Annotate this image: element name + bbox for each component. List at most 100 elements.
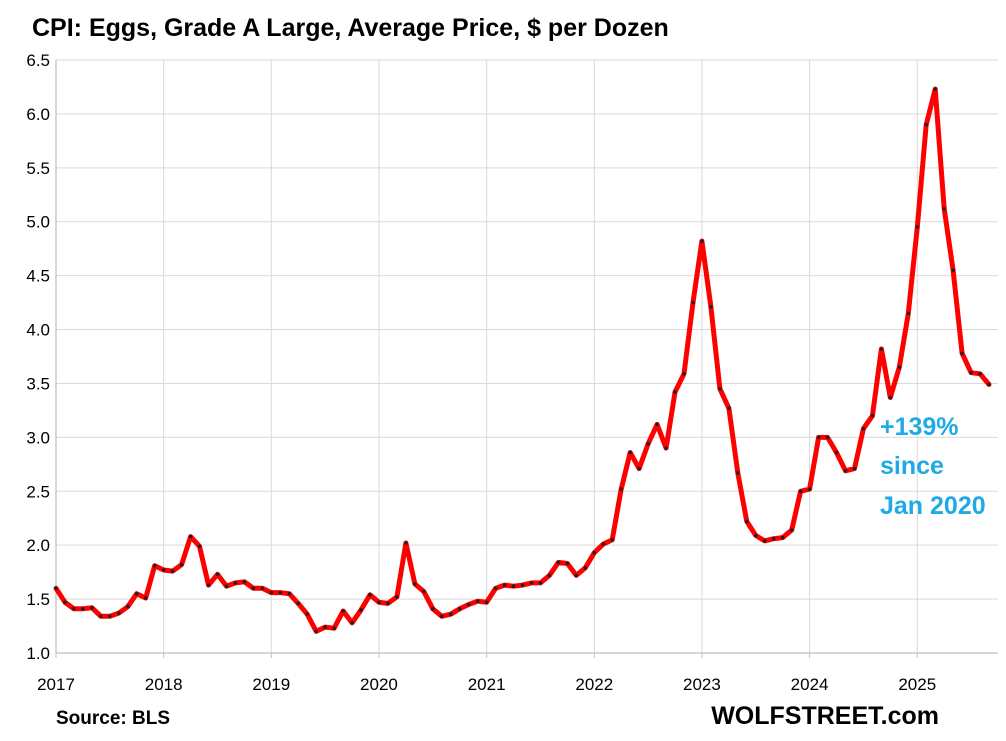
- y-tick-label: 6.0: [26, 105, 50, 124]
- annotation-since: since: [880, 452, 944, 480]
- x-tick-label: 2023: [683, 675, 721, 694]
- data-point: [906, 311, 911, 316]
- data-point: [242, 580, 247, 584]
- data-point: [90, 605, 94, 610]
- data-point: [269, 590, 274, 595]
- data-point: [969, 370, 973, 375]
- data-point: [440, 614, 444, 619]
- data-point: [754, 533, 758, 538]
- data-point: [350, 621, 354, 625]
- data-point: [852, 466, 857, 471]
- y-axis-ticks: 1.0 1.5 2.0 2.5 3.0 3.5 4.0 4.5 5.0 5.5 6.0 6.5: [26, 51, 50, 663]
- data-point: [933, 87, 937, 91]
- y-tick-label: 6.5: [26, 51, 50, 70]
- y-tick-label: 5.0: [26, 213, 50, 232]
- x-tick-label: 2024: [791, 675, 829, 694]
- price-series-markers: [54, 87, 991, 634]
- brand-label: WOLFSTREET.com: [711, 702, 939, 730]
- data-point: [251, 586, 256, 591]
- data-point: [457, 607, 462, 611]
- data-point: [134, 591, 139, 596]
- data-point: [745, 519, 749, 524]
- data-point: [197, 544, 202, 549]
- annotation-percent: +139%: [880, 413, 959, 441]
- data-point: [341, 609, 345, 613]
- data-point: [879, 347, 884, 351]
- y-tick-label: 4.5: [26, 267, 50, 286]
- data-point: [72, 607, 76, 611]
- x-tick-label: 2019: [252, 675, 290, 694]
- data-point: [493, 586, 498, 591]
- data-point: [673, 390, 677, 394]
- data-point: [287, 591, 292, 596]
- data-point: [161, 568, 166, 572]
- data-point: [870, 414, 875, 418]
- data-point: [951, 268, 955, 273]
- data-point: [188, 534, 193, 539]
- data-point: [323, 625, 327, 629]
- data-point: [143, 596, 148, 600]
- data-point: [601, 542, 606, 546]
- data-point: [897, 365, 902, 370]
- data-point: [861, 426, 866, 431]
- gridlines: [55, 59, 998, 654]
- data-point: [117, 611, 121, 615]
- data-point: [260, 586, 265, 591]
- annotation-date: Jan 2020: [880, 492, 986, 520]
- y-tick-label: 3.0: [26, 428, 50, 447]
- y-tick-label: 5.5: [26, 159, 50, 178]
- data-point: [610, 538, 614, 542]
- data-point: [762, 539, 767, 543]
- y-tick-label: 1.0: [26, 644, 50, 663]
- data-point: [368, 593, 372, 597]
- data-point: [466, 602, 471, 607]
- data-point: [215, 572, 220, 577]
- y-tick-label: 3.5: [26, 374, 50, 393]
- chart-title: CPI: Eggs, Grade A Large, Average Price,…: [32, 14, 669, 42]
- source-label: Source: BLS: [56, 708, 170, 729]
- data-point: [511, 584, 516, 588]
- data-point: [395, 595, 399, 599]
- data-point: [987, 382, 991, 387]
- data-point: [502, 583, 507, 587]
- data-point: [99, 614, 103, 619]
- data-point: [843, 469, 848, 473]
- data-point: [700, 239, 704, 243]
- data-point: [664, 446, 668, 450]
- data-point: [404, 541, 408, 545]
- x-tick-label: 2025: [898, 675, 936, 694]
- annotation-block: +139% since Jan 2020: [880, 413, 986, 520]
- data-point: [305, 612, 310, 616]
- data-point: [771, 536, 776, 541]
- data-point: [377, 600, 381, 605]
- data-point: [448, 612, 453, 616]
- data-point: [108, 614, 112, 619]
- y-tick-label: 2.5: [26, 482, 50, 501]
- data-point: [63, 600, 67, 605]
- x-tick-label: 2022: [575, 675, 613, 694]
- data-point: [529, 581, 534, 585]
- data-point: [314, 629, 319, 634]
- data-point: [718, 387, 722, 391]
- data-point: [170, 569, 175, 573]
- data-point: [332, 626, 336, 630]
- data-point: [798, 489, 803, 494]
- data-point: [691, 300, 695, 305]
- data-point: [682, 372, 686, 376]
- x-tick-label: 2021: [468, 675, 506, 694]
- data-point: [924, 122, 928, 127]
- data-point: [126, 604, 130, 609]
- data-point: [520, 583, 525, 587]
- data-point: [736, 471, 740, 475]
- data-point: [789, 528, 794, 532]
- data-point: [574, 573, 579, 578]
- data-point: [637, 466, 641, 471]
- data-point: [224, 584, 229, 588]
- data-point: [386, 601, 390, 606]
- y-tick-label: 2.0: [26, 536, 50, 555]
- data-point: [179, 562, 184, 567]
- data-point: [655, 422, 659, 427]
- data-point: [834, 450, 839, 455]
- data-point: [565, 561, 570, 566]
